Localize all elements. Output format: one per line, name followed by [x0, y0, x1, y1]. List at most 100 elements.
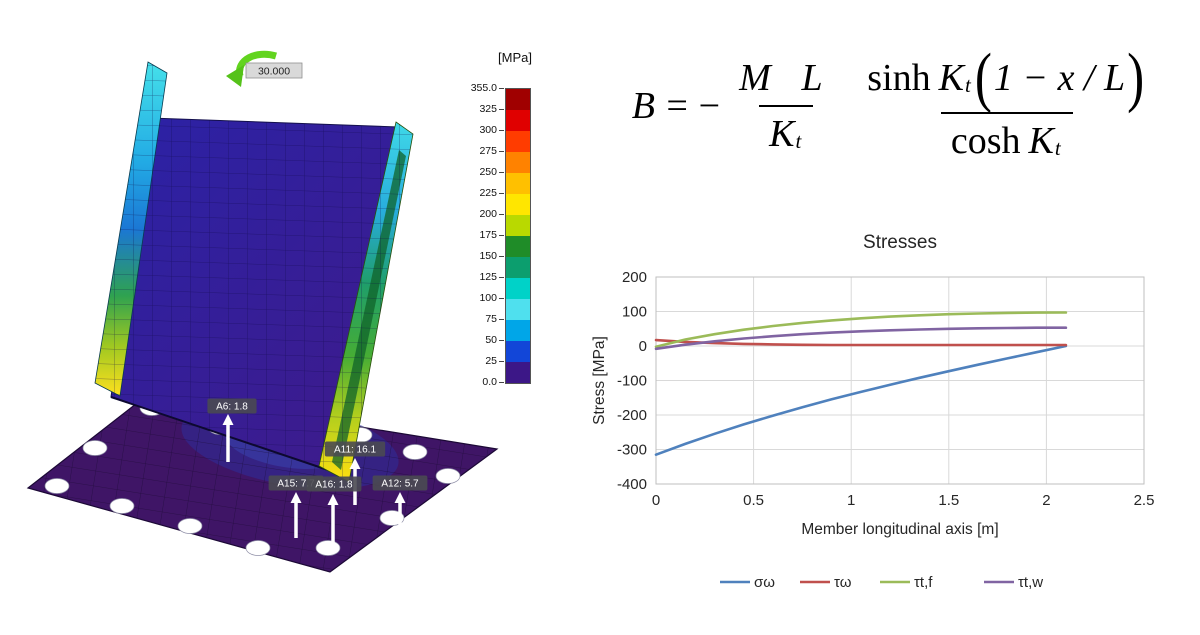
scale-tick	[499, 88, 504, 89]
force-arrow-head	[327, 494, 339, 505]
bolt-hole	[82, 440, 108, 456]
frac2-den-base: K	[1028, 120, 1054, 162]
scale-segment	[506, 320, 530, 341]
scale-tick-label: 200	[479, 208, 497, 220]
bolt-hole	[402, 444, 428, 460]
base-plate-mesh	[28, 393, 497, 572]
x-tick-label: 1.5	[938, 492, 959, 509]
y-tick-label: 100	[622, 304, 647, 321]
scale-segment	[506, 173, 530, 194]
reaction-arrows	[222, 414, 406, 552]
bolt-hole	[435, 468, 461, 484]
x-tick-label: 2	[1042, 492, 1050, 509]
legend-label: τω	[834, 574, 852, 591]
annotation-label: A15: 7.7	[277, 479, 315, 490]
scale-tick-label: 325	[479, 103, 497, 115]
annotation-box	[372, 475, 428, 491]
scale-segment	[506, 110, 530, 131]
x-tick-label: 2.5	[1134, 492, 1155, 509]
series-τt,f	[654, 311, 1068, 348]
bolt-hole	[177, 518, 203, 534]
open-paren: (	[974, 40, 992, 115]
stress-chart-panel: 200 100 0 -100 -200 -300 -400 0 0.5 1 1.5 2 2.5 Stres…	[588, 222, 1198, 627]
scale-segment	[506, 236, 530, 257]
series-σω	[654, 344, 1068, 456]
scale-tick	[499, 319, 504, 320]
base-plate-outline	[26, 392, 499, 573]
scale-tick-label: 175	[479, 229, 497, 241]
y-tick-label: -300	[617, 442, 647, 459]
y-tick-label: -100	[617, 373, 647, 390]
annotation-box	[207, 398, 257, 414]
scale-segment	[506, 299, 530, 320]
frac2-num-base: K	[938, 56, 965, 99]
chart-root: 200 100 0 -100 -200 -300 -400 0 0.5 1 1.5 2 2.5 Stres…	[591, 232, 1154, 591]
result-annotations: A6: 1.8 A11: 16.1 A15: 7.7 A16: 1.8 A12: 5.7	[207, 398, 428, 492]
plot-border	[655, 276, 1145, 485]
scale-tick	[499, 130, 504, 131]
scale-tick	[499, 109, 504, 110]
bolt-hole	[44, 478, 70, 494]
scale-tick-label: 50	[485, 334, 497, 346]
moment-value-label: 30.000	[258, 66, 290, 78]
cosh-label: cosh	[950, 120, 1021, 162]
scale-tick	[499, 298, 504, 299]
frac1-den-base: K	[769, 112, 795, 155]
scale-tick-label: 225	[479, 187, 497, 199]
fem-visualization: 30.000 A6: 1.8 A11: 16.1 A15: 7.7 A16: 1.8 A…	[0, 0, 560, 630]
scale-tick	[499, 361, 504, 362]
scale-segment	[506, 215, 530, 236]
moment-arrow: 30.000	[226, 50, 303, 87]
bolt-hole	[315, 540, 341, 556]
stress-scale-legend: [MPa] 355.0 325 300 275 250 225 200 175 150 125 10…	[455, 50, 555, 410]
scale-colorbar	[505, 88, 531, 384]
y-tick-label: -200	[617, 407, 647, 424]
series-τω	[654, 338, 1068, 347]
annotation-label: A16: 1.8	[315, 480, 353, 491]
force-arrow-head	[394, 492, 406, 503]
scale-tick	[499, 235, 504, 236]
scale-unit-label: [MPa]	[498, 50, 532, 65]
y-axis-title: Stress [MPa]	[591, 336, 608, 425]
bolt-hole	[109, 498, 135, 514]
formula-lhs: B	[631, 84, 655, 127]
scale-tick	[499, 340, 504, 341]
scale-tick-label: 355.0	[470, 82, 497, 94]
scale-tick-label: 300	[479, 124, 497, 136]
scale-tick-label: 125	[479, 271, 497, 283]
y-tick-label: 0	[639, 338, 647, 355]
force-arrow-head	[222, 414, 234, 425]
scale-tick	[499, 172, 504, 173]
annotation-label: A6: 1.8	[216, 402, 248, 413]
annotation-box	[324, 441, 386, 457]
scale-tick	[499, 214, 504, 215]
legend-label: σω	[754, 574, 775, 591]
y-tick-label: -400	[617, 476, 647, 493]
annotation-label: A12: 5.7	[381, 479, 419, 490]
scale-segment	[506, 341, 530, 362]
scale-segment	[506, 152, 530, 173]
scale-segment	[506, 278, 530, 299]
scale-tick-label: 250	[479, 166, 497, 178]
scale-segment	[506, 257, 530, 278]
scale-tick	[499, 193, 504, 194]
scale-tick	[499, 382, 504, 383]
force-arrow-head	[290, 492, 302, 503]
chart-title: Stresses	[863, 232, 937, 253]
formula-equals: =	[663, 84, 690, 127]
legend-label: τt,w	[1018, 574, 1043, 591]
scale-tick	[499, 277, 504, 278]
column-base-edge	[110, 396, 332, 472]
series-τt,w	[654, 326, 1068, 351]
x-tick-label: 0.5	[743, 492, 764, 509]
frac1-numerator: M L	[739, 56, 834, 99]
bolt-hole	[245, 540, 271, 556]
scale-segment	[506, 131, 530, 152]
